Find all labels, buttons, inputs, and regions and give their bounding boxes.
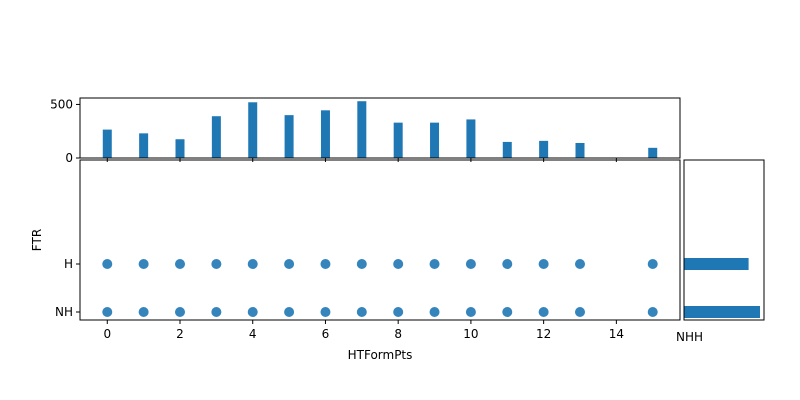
y-tick-label: 0 [65, 151, 73, 165]
histogram-bar [430, 122, 440, 158]
top-histogram-frame [79, 97, 681, 159]
scatter-point [575, 307, 585, 317]
x-tick-label: 0 [103, 327, 111, 341]
scatter-point [538, 259, 549, 269]
right-histogram-frame [683, 159, 765, 321]
y-axis-label: FTR [30, 229, 44, 251]
histogram-bar [102, 129, 112, 158]
scatter-point [575, 259, 585, 269]
histogram-bar [357, 101, 367, 158]
scatter-point [393, 307, 404, 317]
scatter-point [502, 259, 513, 269]
scatter-point [429, 307, 440, 317]
x-tick-label: 10 [463, 327, 478, 341]
histogram-bar [175, 139, 185, 158]
scatter-point [138, 307, 149, 317]
right-histogram-panel: NHH [676, 159, 765, 344]
histogram-bar [211, 116, 221, 158]
histogram-bar [248, 102, 258, 158]
x-tick-label: 8 [394, 327, 402, 341]
scatter-point [284, 259, 295, 269]
scatter-point [138, 259, 149, 269]
x-tick-label: 6 [322, 327, 330, 341]
scatter-point [175, 307, 185, 317]
x-tick-label: 2 [176, 327, 184, 341]
x-axis-label: HTFormPts [348, 348, 413, 362]
y-tick-label: H [64, 257, 73, 271]
y-tick-label: NH [55, 305, 73, 319]
histogram-bar [684, 258, 749, 270]
x-tick-label: 4 [249, 327, 257, 341]
scatter-panel: 0 2 4 6 8 10 12 14 NH H HTFormPts FTR [30, 159, 681, 362]
histogram-bar [684, 306, 760, 318]
histogram-bar [575, 143, 585, 158]
scatter-point [320, 307, 331, 317]
scatter-point [356, 307, 367, 317]
histogram-bar [393, 122, 403, 158]
scatter-point [284, 307, 295, 317]
top-histogram-panel: 0 500 [50, 97, 681, 165]
scatter-point [502, 307, 513, 317]
histogram-bar [539, 140, 549, 158]
scatter-point [102, 307, 113, 317]
scatter-point [429, 259, 440, 269]
scatter-point [393, 259, 404, 269]
x-tick-label: 12 [536, 327, 551, 341]
x-tick-label: 14 [609, 327, 624, 341]
scatter-point [247, 259, 258, 269]
histogram-bar [502, 141, 512, 158]
y-tick-label: 500 [50, 97, 73, 111]
histogram-bar [284, 115, 294, 158]
scatter-point [538, 307, 549, 317]
scatter-point [647, 259, 658, 269]
right-histogram-tick-label: NHH [676, 330, 703, 344]
scatter-point [465, 307, 476, 317]
histogram-bar [648, 147, 658, 158]
scatter-point [247, 307, 258, 317]
scatter-point [211, 259, 222, 269]
scatter-frame [79, 159, 681, 321]
histogram-bar [320, 110, 330, 158]
scatter-point [102, 259, 113, 269]
scatter-point [356, 259, 367, 269]
scatter-point [175, 259, 185, 269]
histogram-bar [139, 133, 149, 158]
histogram-bar [466, 119, 476, 158]
scatter-point [211, 307, 222, 317]
scatter-point [647, 307, 658, 317]
scatter-point [320, 259, 331, 269]
scatter-point [465, 259, 476, 269]
